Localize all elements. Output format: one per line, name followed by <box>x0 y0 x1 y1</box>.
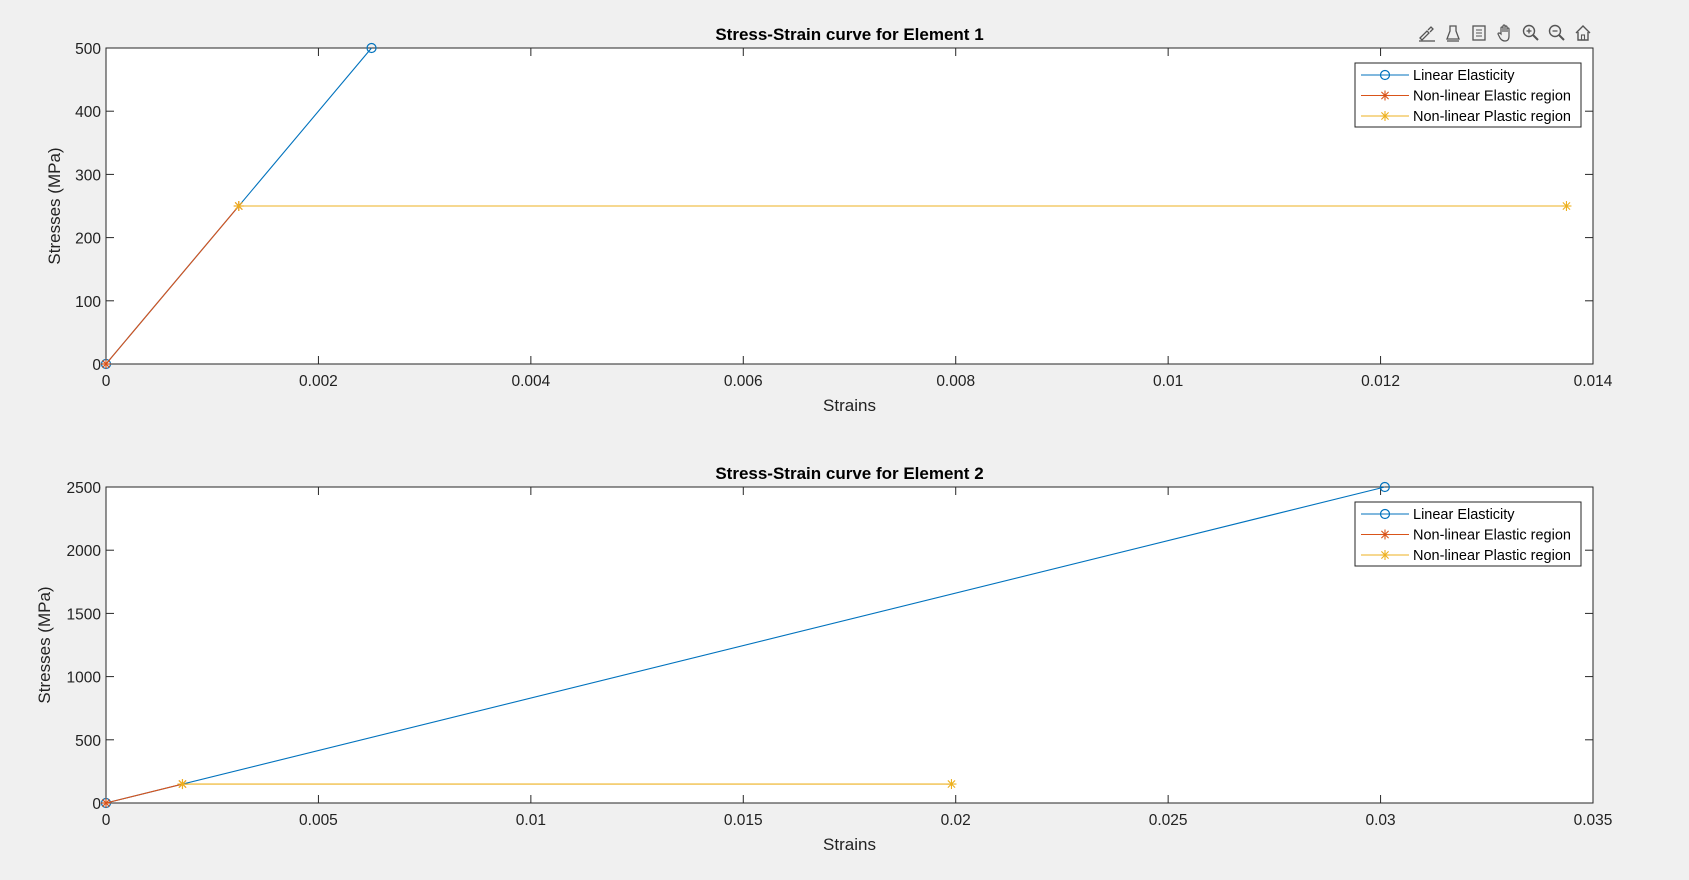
x-tick-label: 0.015 <box>724 812 763 829</box>
home-icon[interactable] <box>1572 22 1594 44</box>
y-tick-label: 400 <box>75 104 101 121</box>
y-tick-label: 2500 <box>67 480 102 497</box>
zoom-out-icon[interactable] <box>1546 22 1568 44</box>
y-axis-label: Stresses (MPa) <box>45 147 64 264</box>
y-tick-label: 0 <box>92 796 101 813</box>
legend-label: Non-linear Elastic region <box>1413 528 1571 544</box>
series-3 <box>177 779 957 790</box>
data-point <box>101 359 111 369</box>
legend-marker <box>1380 90 1390 101</box>
brush-icon[interactable] <box>1416 22 1438 44</box>
data-point <box>366 42 377 54</box>
x-tick-label: 0.004 <box>511 373 550 390</box>
x-tick-label: 0.035 <box>1574 812 1613 829</box>
legend-marker <box>1380 529 1390 540</box>
legend-label: Non-linear Elastic region <box>1413 89 1571 105</box>
x-tick-label: 0.01 <box>516 812 546 829</box>
legend-marker <box>1380 111 1390 121</box>
series-line <box>105 486 1385 804</box>
data-tips-icon[interactable] <box>1442 22 1464 44</box>
y-tick-label: 300 <box>75 167 101 184</box>
y-tick-label: 100 <box>75 294 101 311</box>
y-axis-label: Stresses (MPa) <box>35 586 54 703</box>
y-tick-label: 200 <box>75 231 101 248</box>
x-tick-label: 0.008 <box>936 373 975 390</box>
y-tick-label: 500 <box>75 41 101 58</box>
x-tick-label: 0.02 <box>941 812 971 829</box>
y-tick-label: 1000 <box>67 670 102 687</box>
legend-label: Non-linear Plastic region <box>1413 548 1571 564</box>
data-point <box>946 779 957 790</box>
series-line <box>105 783 183 804</box>
x-tick-label: 0.025 <box>1149 812 1188 829</box>
x-tick-label: 0.002 <box>299 373 338 390</box>
legend-marker <box>1379 69 1391 81</box>
x-tick-label: 0 <box>102 373 111 390</box>
y-tick-label: 0 <box>92 357 101 374</box>
export-icon[interactable] <box>1468 22 1490 44</box>
zoom-in-icon[interactable] <box>1520 22 1542 44</box>
legend-label: Non-linear Plastic region <box>1413 109 1571 125</box>
chart-title: Stress-Strain curve for Element 1 <box>715 25 983 44</box>
legend: Linear Elasticity Non-linear Elastic regi… <box>1354 62 1582 128</box>
legend-entry: Non-linear Plastic region <box>1361 109 1571 125</box>
x-axis-label: Strains <box>823 835 876 854</box>
y-tick-label: 2000 <box>67 543 102 560</box>
chart-1: Stress-Strain curve for Element 1 0 0.002 0… <box>45 25 1613 415</box>
legend-marker <box>1380 550 1390 560</box>
x-tick-label: 0.012 <box>1361 373 1400 390</box>
chart-2: Stress-Strain curve for Element 2 0 0.005 0… <box>35 464 1612 854</box>
data-point <box>233 201 244 211</box>
pan-icon[interactable] <box>1494 22 1516 44</box>
figure-toolbar <box>1416 22 1594 44</box>
y-tick-label: 1500 <box>67 606 102 623</box>
legend-entry: Non-linear Elastic region <box>1361 89 1571 105</box>
data-point <box>101 798 111 808</box>
x-tick-label: 0 <box>102 812 111 829</box>
x-tick-label: 0.03 <box>1365 812 1395 829</box>
legend-entry: Linear Elasticity <box>1361 68 1515 84</box>
data-point <box>1379 481 1390 493</box>
legend-entry: Non-linear Elastic region <box>1361 528 1571 544</box>
x-tick-label: 0.005 <box>299 812 338 829</box>
y-tick-label: 500 <box>75 733 101 750</box>
series-line <box>105 205 240 365</box>
legend-entry: Linear Elasticity <box>1361 507 1515 523</box>
chart-title: Stress-Strain curve for Element 2 <box>715 464 983 483</box>
legend-marker <box>1379 508 1391 520</box>
data-point <box>177 779 188 790</box>
legend-entry: Non-linear Plastic region <box>1361 548 1571 564</box>
legend-label: Linear Elasticity <box>1413 507 1515 523</box>
x-tick-label: 0.01 <box>1153 373 1183 390</box>
x-axis-label: Strains <box>823 396 876 415</box>
x-tick-label: 0.014 <box>1574 373 1613 390</box>
legend-label: Linear Elasticity <box>1413 68 1515 84</box>
x-tick-label: 0.006 <box>724 373 763 390</box>
legend: Linear Elasticity Non-linear Elastic regi… <box>1354 501 1582 567</box>
series-3 <box>233 201 1572 211</box>
plot-area <box>105 486 1594 804</box>
data-point <box>1561 201 1572 211</box>
